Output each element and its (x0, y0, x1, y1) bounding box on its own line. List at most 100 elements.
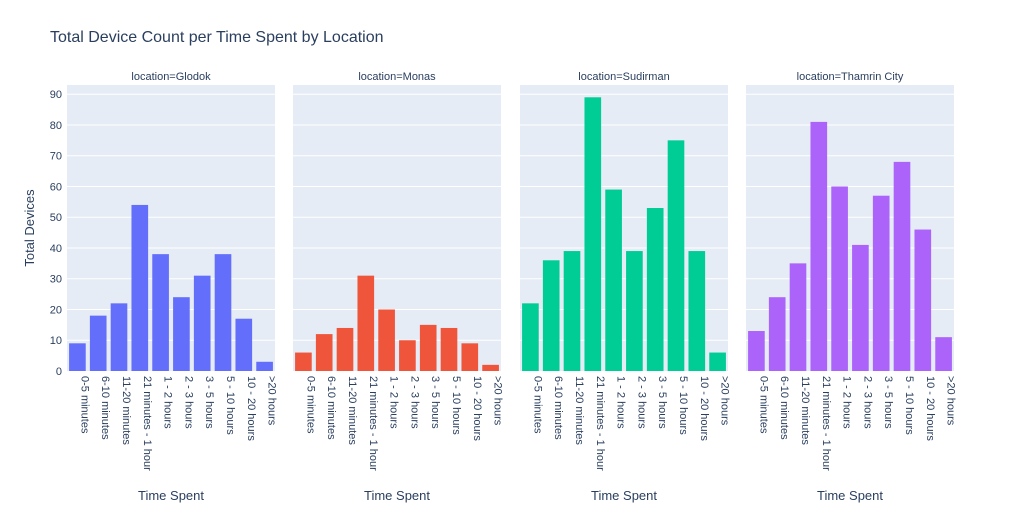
bar[interactable] (563, 251, 581, 371)
x-tick-label: 11-20 minutes (346, 376, 358, 445)
bar[interactable] (440, 327, 458, 371)
bar[interactable] (461, 343, 479, 371)
x-tick-label: 3 - 5 hours (429, 376, 441, 429)
x-tick-label: 6-10 minutes (552, 376, 564, 440)
bar[interactable] (336, 327, 354, 371)
x-tick-label: 6-10 minutes (99, 376, 111, 440)
bar[interactable] (852, 244, 869, 371)
facet-title: location=Sudirman (578, 71, 669, 83)
bar[interactable] (893, 161, 911, 371)
chart-title: Total Device Count per Time Spent by Loc… (50, 29, 384, 46)
bar[interactable] (110, 303, 128, 371)
x-tick-label: 0-5 minutes (78, 376, 90, 434)
bar[interactable] (315, 334, 333, 371)
bar[interactable] (152, 254, 169, 371)
bar[interactable] (688, 251, 706, 371)
bar[interactable] (419, 324, 437, 371)
bar[interactable] (667, 140, 685, 371)
x-tick-label: 11-20 minutes (573, 376, 585, 445)
bar[interactable] (89, 315, 107, 371)
x-tick-label: 6-10 minutes (325, 376, 337, 440)
bar[interactable] (235, 318, 253, 371)
plot-background (293, 85, 501, 371)
x-tick-label: 21 minutes - 1 hour (820, 376, 832, 471)
bar[interactable] (646, 208, 664, 371)
x-tick-label: >20 hours (945, 376, 957, 426)
x-tick-label: 1 - 2 hours (841, 376, 853, 429)
x-tick-label: 0-5 minutes (757, 376, 769, 434)
bar[interactable] (872, 195, 890, 371)
facet-panel: location=Monas 0-5 minutes 6-10 minutes 11-… (293, 71, 504, 503)
bar[interactable] (831, 186, 848, 371)
x-tick-label: 10 - 20 hours (698, 376, 710, 441)
facet-panel: location=Sudirman 0-5 minutes 6-10 minutes… (520, 71, 731, 503)
y-tick-label: 50 (50, 212, 62, 224)
bar[interactable] (914, 229, 932, 371)
bar[interactable] (295, 352, 312, 371)
x-tick-label: 2 - 3 hours (635, 376, 647, 429)
bar[interactable] (378, 309, 395, 371)
x-tick-label: >20 hours (719, 376, 731, 426)
bar[interactable] (69, 343, 86, 371)
bar[interactable] (256, 361, 273, 371)
bar[interactable] (482, 364, 499, 371)
x-tick-label: 10 - 20 hours (471, 376, 483, 441)
x-tick-label: 2 - 3 hours (408, 376, 420, 429)
x-tick-label: 21 minutes - 1 hour (141, 376, 153, 471)
bar[interactable] (584, 97, 602, 371)
x-axis-title: Time Spent (591, 488, 657, 503)
y-tick-label: 0 (56, 366, 62, 378)
y-tick-label: 60 (50, 181, 62, 193)
x-tick-label: 10 - 20 hours (245, 376, 257, 441)
x-tick-label: 3 - 5 hours (656, 376, 668, 429)
bar[interactable] (605, 189, 622, 371)
bar[interactable] (935, 337, 952, 371)
x-axis-title: Time Spent (817, 488, 883, 503)
y-tick-label: 70 (50, 151, 62, 163)
x-tick-label: 11-20 minutes (799, 376, 811, 445)
x-axis-title: Time Spent (138, 488, 204, 503)
bar[interactable] (768, 297, 786, 371)
y-axis-ticks: 0 10 20 30 40 50 60 70 80 90 (50, 89, 62, 378)
bar[interactable] (131, 204, 149, 371)
x-tick-label: 21 minutes - 1 hour (594, 376, 606, 471)
bar[interactable] (357, 275, 375, 371)
x-tick-label: 5 - 10 hours (224, 376, 236, 435)
y-tick-label: 20 (50, 304, 62, 316)
y-tick-label: 40 (50, 243, 62, 255)
x-tick-label: 2 - 3 hours (182, 376, 194, 429)
x-axis-title: Time Spent (364, 488, 430, 503)
x-tick-label: 0-5 minutes (531, 376, 543, 434)
x-tick-label: 6-10 minutes (778, 376, 790, 440)
bar[interactable] (173, 297, 190, 371)
bar[interactable] (399, 340, 416, 371)
x-tick-label: >20 hours (492, 376, 504, 426)
x-tick-label: 21 minutes - 1 hour (367, 376, 379, 471)
x-tick-label: 0-5 minutes (304, 376, 316, 434)
x-tick-label: 3 - 5 hours (203, 376, 215, 429)
facet-panel: location=Thamrin City 0-5 minutes 6-10 min… (746, 71, 957, 503)
y-axis-title: Total Devices (22, 189, 37, 267)
facet-title: location=Monas (358, 71, 436, 83)
bar[interactable] (522, 303, 539, 371)
x-tick-label: 1 - 2 hours (615, 376, 627, 429)
x-tick-label: 3 - 5 hours (882, 376, 894, 429)
bar[interactable] (193, 275, 211, 371)
bar[interactable] (626, 251, 643, 371)
x-tick-label: 2 - 3 hours (861, 376, 873, 429)
bar[interactable] (810, 121, 828, 371)
bar[interactable] (542, 260, 560, 371)
x-tick-label: 11-20 minutes (120, 376, 132, 445)
facets: location=Glodok 0-5 minutes 6-10 minutes 11… (67, 71, 957, 503)
bar[interactable] (214, 254, 232, 371)
x-tick-label: 10 - 20 hours (924, 376, 936, 441)
x-tick-label: 1 - 2 hours (162, 376, 174, 429)
y-tick-label: 90 (50, 89, 62, 101)
x-tick-label: >20 hours (266, 376, 278, 426)
bar[interactable] (748, 331, 765, 371)
facet-title: location=Glodok (131, 71, 211, 83)
bar[interactable] (789, 263, 807, 371)
x-tick-label: 5 - 10 hours (903, 376, 915, 435)
bar[interactable] (709, 352, 726, 371)
